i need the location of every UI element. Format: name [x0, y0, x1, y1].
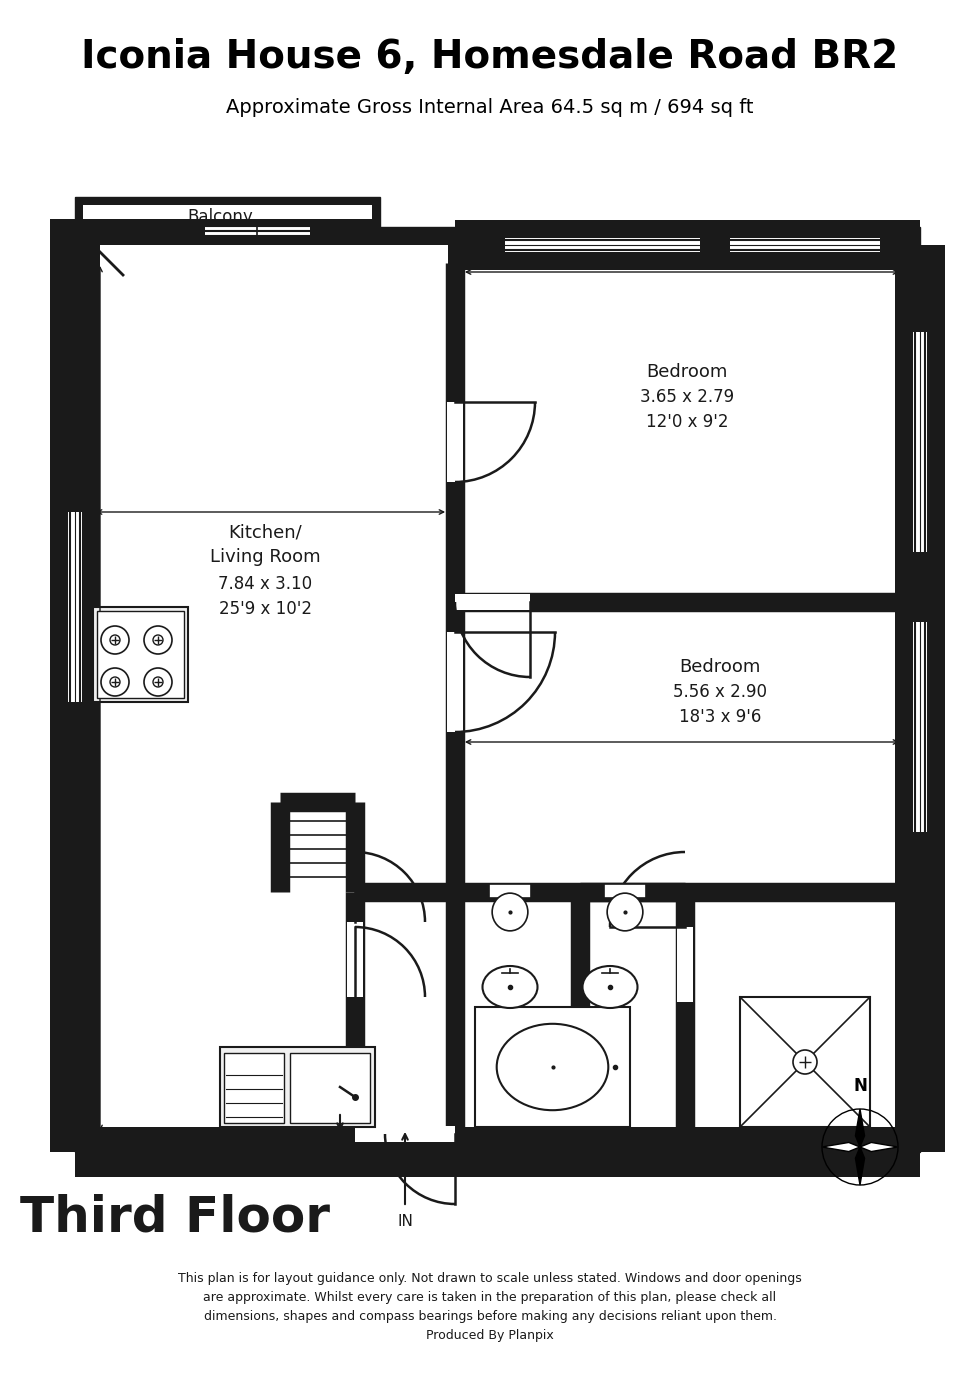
- Text: This plan is for layout guidance only. Not drawn to scale unless stated. Windows: This plan is for layout guidance only. N…: [178, 1271, 802, 1342]
- Text: 25'9 x 10'2: 25'9 x 10'2: [219, 600, 312, 618]
- Text: Approximate Gross Internal Area 64.5 sq m / 694 sq ft: Approximate Gross Internal Area 64.5 sq …: [226, 98, 754, 116]
- Text: 7.84 x 3.10: 7.84 x 3.10: [218, 575, 312, 593]
- Text: Third Floor: Third Floor: [20, 1193, 330, 1241]
- Polygon shape: [860, 1143, 898, 1151]
- Text: N: N: [853, 1077, 867, 1095]
- Text: 5.56 x 2.90: 5.56 x 2.90: [673, 683, 767, 701]
- Polygon shape: [856, 1147, 864, 1184]
- Ellipse shape: [492, 893, 528, 931]
- Bar: [448, 245, 462, 603]
- Bar: [677, 927, 693, 1002]
- Bar: [913, 622, 927, 832]
- Text: 12'0 x 9'2: 12'0 x 9'2: [646, 413, 728, 431]
- Bar: [75, 198, 83, 227]
- Ellipse shape: [482, 966, 537, 1007]
- Bar: [347, 922, 363, 996]
- Text: Living Room: Living Room: [210, 549, 320, 567]
- Polygon shape: [856, 1108, 864, 1147]
- Bar: [205, 227, 310, 235]
- Circle shape: [144, 668, 172, 697]
- Bar: [83, 205, 372, 218]
- Bar: [447, 632, 463, 732]
- Text: Kitchen/: Kitchen/: [228, 522, 302, 540]
- Polygon shape: [822, 1143, 860, 1151]
- Bar: [462, 596, 902, 609]
- Bar: [740, 996, 870, 1126]
- Bar: [93, 607, 188, 702]
- Bar: [475, 1007, 630, 1126]
- Bar: [604, 884, 646, 898]
- Bar: [220, 1048, 375, 1126]
- Bar: [290, 1053, 370, 1124]
- Bar: [730, 238, 880, 252]
- Bar: [224, 1053, 284, 1124]
- Circle shape: [793, 1050, 817, 1074]
- Circle shape: [153, 634, 163, 645]
- Ellipse shape: [497, 1024, 609, 1110]
- Circle shape: [144, 626, 172, 654]
- Bar: [97, 611, 184, 698]
- Bar: [355, 1126, 455, 1142]
- Bar: [68, 511, 82, 702]
- Bar: [83, 227, 213, 235]
- Bar: [505, 238, 700, 252]
- Circle shape: [153, 677, 163, 687]
- Ellipse shape: [608, 893, 643, 931]
- Ellipse shape: [582, 966, 638, 1007]
- Bar: [93, 245, 902, 1135]
- Text: 3.65 x 2.79: 3.65 x 2.79: [640, 388, 734, 406]
- Text: Balcony: Balcony: [187, 209, 253, 227]
- Bar: [372, 198, 380, 227]
- Polygon shape: [75, 198, 920, 1153]
- Circle shape: [101, 626, 129, 654]
- Text: Bedroom: Bedroom: [679, 658, 760, 676]
- Bar: [489, 884, 531, 898]
- Bar: [75, 198, 380, 205]
- Text: Bedroom: Bedroom: [647, 363, 728, 381]
- Bar: [455, 594, 530, 609]
- Text: Iconia House 6, Homesdale Road BR2: Iconia House 6, Homesdale Road BR2: [81, 37, 899, 76]
- Circle shape: [110, 634, 120, 645]
- Bar: [913, 332, 927, 551]
- Bar: [310, 227, 380, 235]
- Circle shape: [101, 668, 129, 697]
- Text: 18'3 x 9'6: 18'3 x 9'6: [679, 708, 761, 726]
- Bar: [447, 402, 463, 482]
- Text: IN: IN: [397, 1213, 413, 1229]
- Circle shape: [110, 677, 120, 687]
